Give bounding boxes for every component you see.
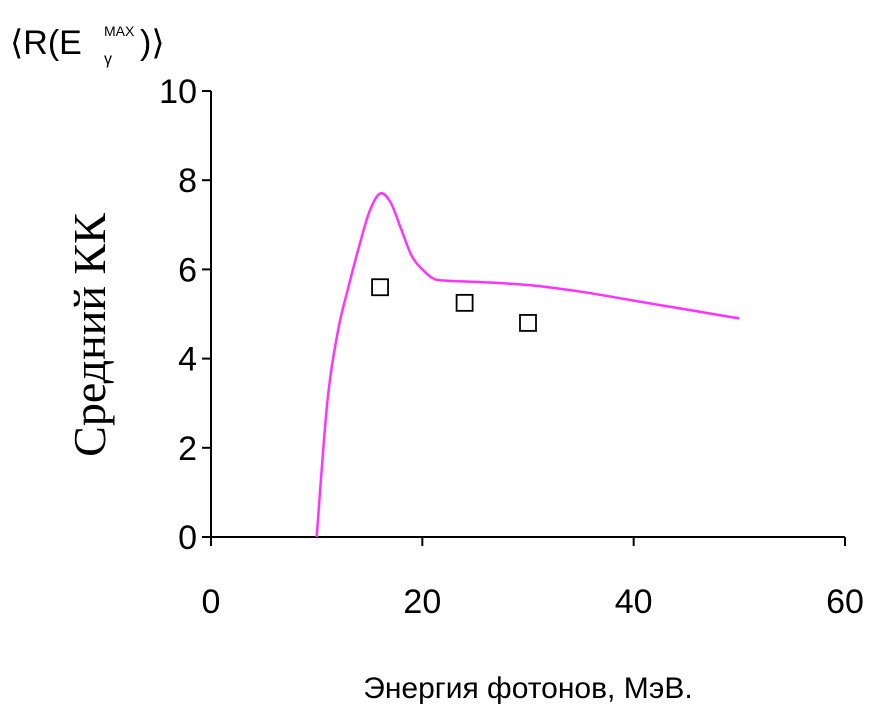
ticks: 0 2 4 6 8 10 0 20 40 60 <box>159 73 864 621</box>
data-point-square <box>371 278 389 297</box>
y-tick-label: 6 <box>178 251 197 289</box>
y-axis-label: Средний КК <box>64 213 115 457</box>
axes <box>210 91 845 538</box>
y-tick-label: 10 <box>159 73 197 111</box>
x-tick-label: 60 <box>826 583 864 621</box>
y-tick-label: 8 <box>178 162 197 200</box>
y-tick-label: 0 <box>178 519 197 557</box>
series-line <box>315 192 740 538</box>
y-tick-label: 4 <box>178 341 197 379</box>
corner-label-subscript: γ <box>104 51 112 68</box>
data-point-square <box>455 293 474 312</box>
corner-label-prefix: ⟨R(E <box>10 24 82 62</box>
x-axis-label: Энергия фотонов, МэВ. <box>363 672 692 705</box>
plot-area <box>315 192 740 538</box>
x-tick-label: 20 <box>403 583 441 621</box>
x-tick-label: 40 <box>615 583 653 621</box>
corner-label-suffix: )⟩ <box>140 24 165 62</box>
data-point-square <box>519 314 537 332</box>
y-tick-label: 2 <box>178 430 197 468</box>
x-tick-label: 0 <box>202 583 221 621</box>
corner-label: ⟨R(E MAX γ )⟩ <box>10 23 165 68</box>
corner-label-superscript: MAX <box>104 23 135 39</box>
